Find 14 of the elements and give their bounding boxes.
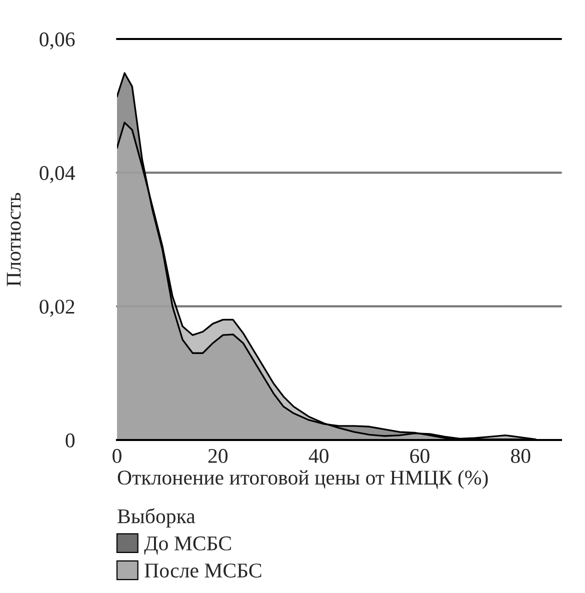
y-tick-label: 0	[66, 433, 75, 448]
x-axis-title: Отклонение итоговой цены от НМЦК (%)	[118, 470, 488, 489]
y-tick-label: 0,02	[40, 300, 74, 317]
y-axis-title: Плотность	[6, 192, 21, 286]
legend-label: После МСБС	[144, 564, 262, 578]
x-tick-label: 0	[112, 448, 122, 463]
y-tick-label: 0,06	[40, 32, 75, 50]
x-tick-label: 80	[511, 448, 530, 463]
legend-title: Выборка	[118, 508, 196, 528]
y-tick-label: 0,04	[40, 166, 76, 184]
legend-label: До МСБС	[144, 536, 231, 555]
x-tick-label: 20	[208, 448, 228, 463]
x-tick-label: 40	[308, 448, 328, 463]
x-tick-label: 60	[410, 448, 430, 463]
